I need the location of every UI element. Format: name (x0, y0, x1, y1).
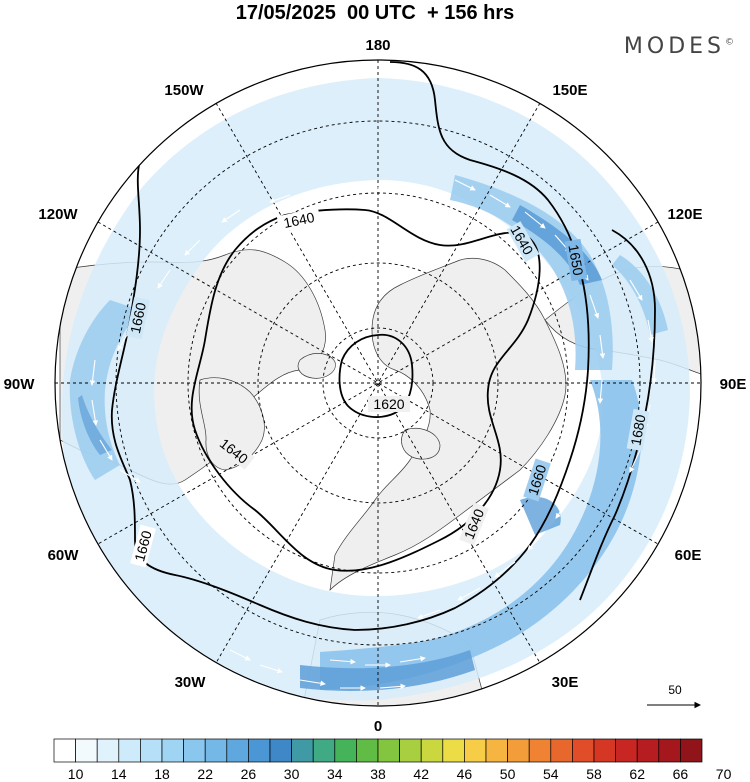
colorbar-tick-label: 62 (629, 766, 645, 782)
arctic-islands-b (401, 428, 441, 460)
contour-label-1650: 1650 (565, 243, 586, 277)
colorbar-tick-label: 66 (673, 766, 689, 782)
contour-label-1640-a: 1640 (282, 209, 316, 231)
map-title: 17/05/2025 00 UTC + 156 hrs (235, 2, 515, 24)
colorbar-tick-label: 14 (111, 766, 127, 782)
colorbar-swatch (420, 738, 444, 763)
colorbar-swatch (550, 738, 573, 763)
colorbar-swatch (377, 738, 400, 763)
colorbar-tick-label: 22 (197, 766, 213, 782)
colorbar-swatch (334, 738, 357, 763)
lon-label-0: 0 (374, 718, 382, 735)
colorbar-tick-label: 10 (68, 766, 84, 782)
colorbar-swatch (528, 738, 552, 763)
lon-label-30e: 30E (552, 674, 579, 691)
colorbar-tick-label: 46 (457, 766, 473, 782)
brand-copyright-mark: © (725, 37, 734, 48)
colorbar-swatch (464, 738, 487, 763)
colorbar-tick-label: 50 (500, 766, 516, 782)
map-boundary (54, 59, 702, 707)
jet-core-europe (520, 496, 561, 535)
colorbar-swatch (183, 738, 206, 763)
lon-label-180: 180 (365, 37, 390, 54)
lon-label-60e: 60E (675, 547, 702, 564)
lon-label-150e: 150E (552, 82, 587, 99)
map-content: 1620 1640 1640 1640 1640 1650 1660 1660 … (55, 60, 701, 706)
colorbar-swatch (615, 738, 638, 763)
lon-label-90e: 90E (720, 376, 747, 393)
colorbar-swatch (140, 738, 163, 763)
contour-1620 (338, 333, 414, 418)
colorbar-swatch (204, 738, 228, 763)
colorbar-tick-label: 54 (543, 766, 559, 782)
reference-vector: 50 (647, 683, 702, 709)
colorbar-swatch (269, 738, 292, 763)
arctic-islands-a (297, 353, 336, 379)
colorbar-tick-label: 42 (413, 766, 429, 782)
colorbar-swatch (485, 738, 508, 763)
colorbar-swatch (680, 738, 703, 763)
lon-label-30w: 30W (175, 674, 207, 691)
colorbar-tick-label: 26 (241, 766, 257, 782)
jet-core-atlantic (300, 650, 475, 691)
colorbar-swatch (442, 738, 465, 763)
colorbar-swatch (118, 738, 141, 763)
colorbar-swatch (399, 738, 422, 763)
colorbar-swatch (312, 738, 336, 763)
colorbar-swatch (53, 738, 76, 763)
contour-1660 (110, 61, 590, 631)
brand-text: MODES (623, 34, 725, 59)
colorbar-swatch (226, 738, 249, 763)
colorbar-swatch (572, 738, 595, 763)
modes-logo: MODES© (624, 34, 734, 59)
colorbar-swatch (248, 738, 271, 763)
colorbar-swatch (636, 738, 660, 763)
colorbar-tick-label: 30 (284, 766, 300, 782)
lon-label-120w: 120W (38, 206, 78, 223)
colorbar-swatch (291, 738, 314, 763)
colorbar-tick-label: 18 (154, 766, 170, 782)
colorbar-swatch (658, 738, 681, 763)
lon-label-150w: 150W (164, 82, 204, 99)
colorbar-swatch (75, 738, 98, 763)
lon-label-90w: 90W (4, 376, 36, 393)
colorbar-swatch (593, 738, 616, 763)
colorbar-tick-label: 58 (586, 766, 602, 782)
colorbar-tick-label: 34 (327, 766, 343, 782)
contour-label-1660-a: 1660 (127, 301, 149, 335)
colorbar: 10 14 18 22 26 30 34 38 42 46 50 54 58 62 66 70 (53, 738, 732, 782)
contour-label-1680: 1680 (627, 413, 648, 447)
contour-label-1660-b: 1660 (131, 529, 155, 563)
colorbar-swatch (96, 738, 120, 763)
colorbar-swatch (356, 738, 379, 763)
lon-label-120e: 120E (667, 206, 702, 223)
lon-label-60w: 60W (48, 547, 80, 564)
colorbar-swatch (161, 738, 184, 763)
contour-label-1620: 1620 (373, 396, 404, 412)
colorbar-tick-label: 38 (370, 766, 386, 782)
reference-vector-label: 50 (668, 683, 682, 697)
longitude-labels: 180 150E 120E 90E 60E 30E 0 30W 60W 90W … (4, 37, 747, 735)
colorbar-swatch (507, 738, 530, 763)
jet-streak-america (69, 300, 140, 480)
contour-label-group: 1620 1640 1640 1640 1640 1650 1660 1660 … (126, 207, 650, 568)
colorbar-tick-label: 70 (716, 766, 732, 782)
